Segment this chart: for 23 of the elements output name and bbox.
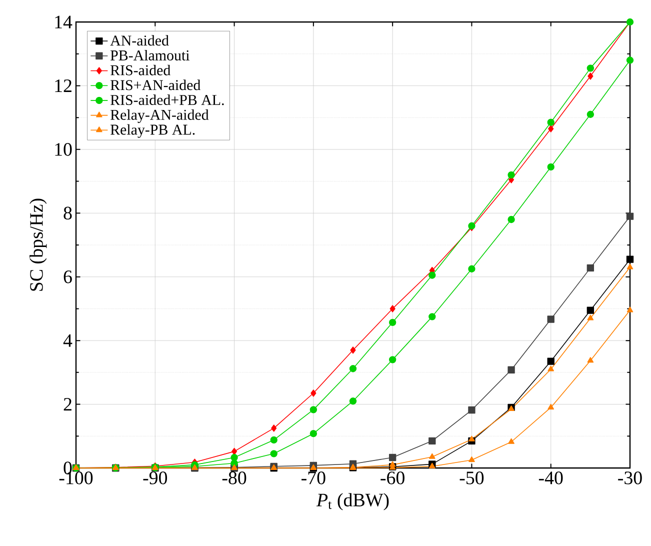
x-tick-label: -80 [222, 472, 246, 484]
y-tick-label: 10 [55, 143, 72, 156]
legend-label: RIS-aided+PB AL. [110, 94, 224, 106]
x-tick-label: -70 [302, 472, 326, 484]
y-tick-label: 4 [63, 334, 72, 347]
x-tick-label: -30 [618, 472, 642, 484]
x-axis-title: P$_{t}$ (dBW) [316, 493, 389, 510]
x-tick-label: -90 [143, 472, 168, 484]
y-axis-title: SC (bps/Hz) [30, 198, 47, 291]
legend-label: RIS-aided [110, 64, 170, 76]
y-tick-label: 6 [64, 270, 72, 284]
x-tick-label: -60 [380, 472, 404, 484]
y-tick-label: 12 [55, 79, 72, 92]
legend-label: Relay-PB AL. [110, 124, 195, 138]
legend-label: Relay-AN-aided [110, 109, 209, 123]
legend-label: AN-aided [110, 35, 169, 46]
legend-label: PB-Alamouti [110, 50, 190, 60]
x-tick-label: -50 [460, 472, 484, 484]
y-tick-label: 14 [55, 16, 72, 28]
x-tick-label: -40 [538, 472, 563, 484]
y-tick-label: 2 [64, 398, 72, 411]
legend-label: RIS+AN-aided [110, 80, 200, 90]
y-tick-label: 8 [64, 206, 72, 220]
